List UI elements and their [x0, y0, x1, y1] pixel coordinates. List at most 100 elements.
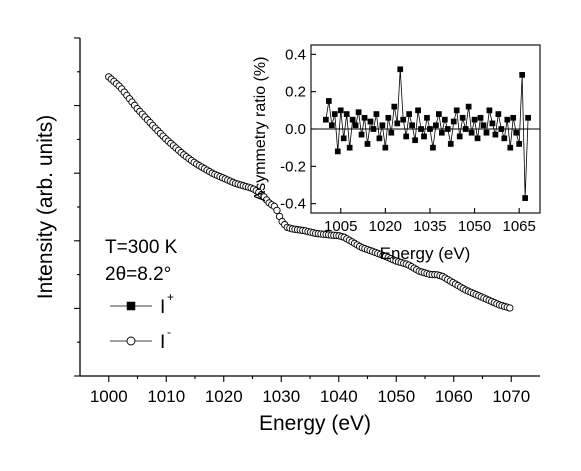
inset-data-point [397, 66, 404, 73]
inset-data-point [516, 141, 523, 147]
inset-y-tick-label: 0.4 [285, 46, 306, 63]
main-plot: 1000 1010 1020 1030 1040 1050 1060 1070 Energy … [34, 37, 540, 435]
inset-data-point [400, 116, 407, 123]
main-data-point [273, 206, 281, 215]
inset-data-point [331, 111, 338, 117]
legend-entry-i-plus: I + [110, 290, 174, 318]
inset-data-point [489, 120, 496, 127]
legend-marker-filled-square [126, 301, 136, 311]
inset-data-point [504, 116, 511, 123]
inset-data-point [471, 116, 478, 123]
inset-data-point [361, 114, 368, 121]
inset-data-point [391, 103, 398, 110]
inset-data-point [465, 103, 472, 110]
inset-x-tick-label: 1020 [369, 218, 402, 235]
inset-series-asymmetry [323, 66, 531, 201]
main-x-tick-label: 1000 [90, 387, 128, 406]
inset-data-point [456, 133, 463, 140]
inset-x-tick-label: 1065 [502, 218, 535, 235]
inset-data-point [439, 129, 445, 136]
inset-data-point [367, 118, 374, 125]
inset-data-point [388, 129, 395, 136]
inset-plot: 0.4 0.2 0.0 -0.2 -0.4 1005 1020 1035 1050 1065 E… [252, 44, 541, 263]
inset-data-point [421, 133, 427, 140]
inset-data-point [507, 144, 514, 151]
inset-data-point [343, 111, 350, 117]
legend-label-i-minus: I [160, 332, 165, 353]
inset-data-point [477, 114, 484, 121]
legend: I + I - [110, 290, 174, 353]
inset-data-point [450, 118, 457, 125]
inset-data-point [424, 114, 430, 121]
main-x-ticks [108, 376, 512, 382]
legend-sup-i-plus: + [167, 290, 174, 304]
inset-data-point [376, 135, 383, 142]
annotation-temperature: T=300 K [105, 237, 178, 258]
main-y-ticks [74, 37, 80, 377]
legend-sup-i-minus: - [167, 325, 171, 339]
main-x-tick-label: 1040 [320, 387, 358, 406]
legend-marker-open-circle [126, 336, 136, 346]
inset-data-point [492, 131, 499, 138]
inset-data-point [409, 122, 415, 129]
inset-x-axis-label: Energy (eV) [380, 244, 471, 263]
inset-data-point [480, 122, 487, 129]
inset-data-point [325, 98, 332, 104]
inset-data-point [459, 114, 466, 121]
inset-data-point [412, 137, 418, 144]
legend-entry-i-minus: I - [110, 325, 171, 353]
inset-data-point [519, 72, 526, 78]
inset-data-point [382, 144, 389, 151]
inset-data-point [340, 135, 347, 142]
inset-data-point [415, 107, 421, 114]
inset-data-point [474, 135, 481, 142]
annotation-angle: 2θ=8.2° [105, 264, 171, 285]
inset-y-tick-label: -0.4 [280, 196, 306, 213]
inset-data-point [525, 114, 531, 121]
inset-data-point [364, 141, 371, 147]
inset-data-point [355, 109, 362, 116]
main-x-tick-label: 1050 [377, 387, 415, 406]
inset-data-point [498, 126, 505, 132]
inset-data-point [346, 144, 353, 151]
inset-data-point [495, 111, 502, 117]
inset-data-point [323, 116, 329, 123]
main-x-tick-label: 1020 [205, 387, 243, 406]
inset-data-point [379, 122, 386, 129]
inset-data-point [385, 114, 392, 121]
inset-x-ticks [340, 208, 520, 213]
inset-data-point [483, 129, 490, 136]
legend-label-i-plus: I [160, 297, 165, 318]
inset-data-point [501, 135, 508, 142]
inset-data-point [462, 126, 469, 132]
main-x-tick-label: 1060 [435, 387, 473, 406]
inset-data-point [522, 195, 528, 201]
inset-data-point [436, 111, 442, 117]
inset-data-point [453, 107, 460, 114]
main-x-tick-label: 1030 [262, 387, 300, 406]
inset-data-point [418, 126, 424, 132]
inset-data-point [373, 111, 380, 117]
inset-data-point [349, 116, 356, 123]
inset-data-point [334, 148, 341, 155]
inset-data-point [433, 122, 439, 129]
inset-x-tick-label: 1035 [413, 218, 446, 235]
inset-data-point [370, 126, 377, 132]
main-x-axis-label: Energy (eV) [259, 412, 371, 435]
inset-data-point [441, 116, 448, 123]
main-x-tick-labels: 1000 1010 1020 1030 1040 1050 1060 1070 [90, 387, 530, 406]
inset-data-point [444, 126, 451, 132]
inset-y-tick-labels: 0.4 0.2 0.0 -0.2 -0.4 [280, 46, 306, 212]
inset-data-point [358, 131, 365, 138]
main-x-tick-label: 1070 [492, 387, 530, 406]
main-data-point [506, 304, 514, 312]
inset-x-tick-label: 1050 [458, 218, 491, 235]
inset-data-point [352, 122, 359, 129]
inset-data-point [328, 122, 335, 129]
inset-x-tick-labels: 1005 1020 1035 1050 1065 [324, 218, 536, 235]
main-x-tick-label: 1010 [147, 387, 185, 406]
inset-data-point [486, 107, 493, 114]
inset-x-tick-label: 1005 [324, 218, 357, 235]
inset-y-tick-label: 0.2 [285, 84, 306, 101]
